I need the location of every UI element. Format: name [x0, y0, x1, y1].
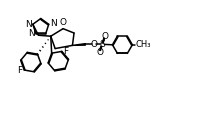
Text: N: N [28, 29, 35, 38]
Text: O: O [60, 18, 67, 27]
Text: F: F [63, 47, 69, 56]
Text: O: O [90, 40, 97, 49]
Text: S: S [100, 40, 105, 49]
Text: O: O [101, 32, 108, 41]
Text: CH₃: CH₃ [136, 40, 151, 49]
Text: O: O [97, 48, 104, 57]
Text: N: N [25, 20, 32, 29]
Text: F: F [18, 66, 23, 75]
Text: N: N [50, 19, 57, 28]
Polygon shape [72, 44, 85, 45]
